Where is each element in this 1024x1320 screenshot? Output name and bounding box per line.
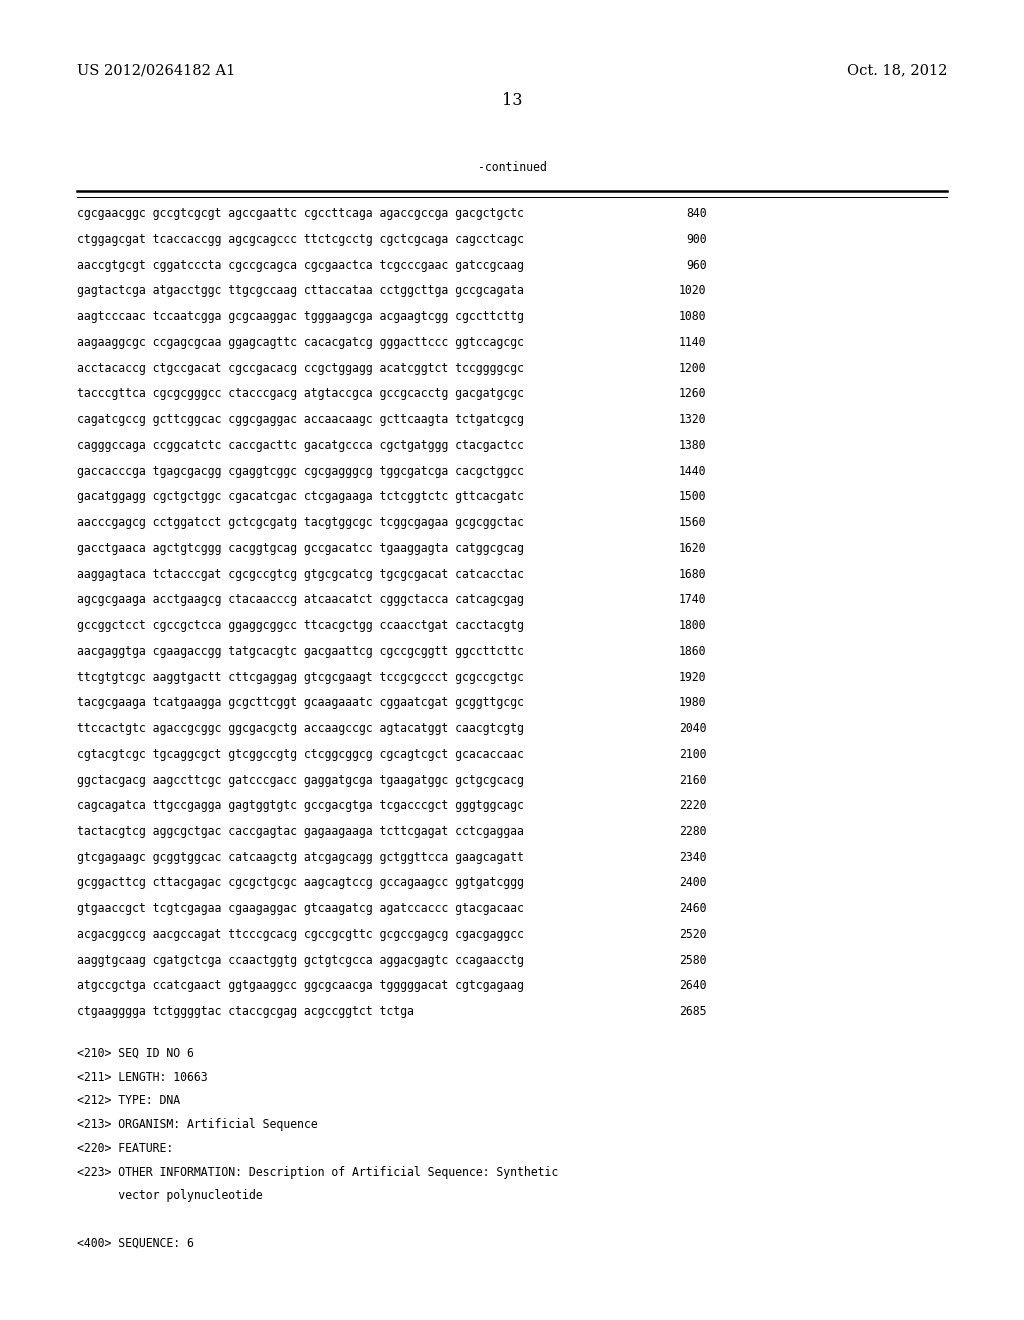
Text: 840: 840 xyxy=(686,207,707,220)
Text: gccggctcct cgccgctcca ggaggcggcc ttcacgctgg ccaacctgat cacctacgtg: gccggctcct cgccgctcca ggaggcggcc ttcacgc… xyxy=(77,619,523,632)
Text: aaggagtaca tctacccgat cgcgccgtcg gtgcgcatcg tgcgcgacat catcacctac: aaggagtaca tctacccgat cgcgccgtcg gtgcgca… xyxy=(77,568,523,581)
Text: ctggagcgat tcaccaccgg agcgcagccc ttctcgcctg cgctcgcaga cagcctcagc: ctggagcgat tcaccaccgg agcgcagccc ttctcgc… xyxy=(77,232,523,246)
Text: <211> LENGTH: 10663: <211> LENGTH: 10663 xyxy=(77,1071,208,1084)
Text: 2460: 2460 xyxy=(679,903,707,915)
Text: aaccgtgcgt cggatcccta cgccgcagca cgcgaactca tcgcccgaac gatccgcaag: aaccgtgcgt cggatcccta cgccgcagca cgcgaac… xyxy=(77,259,523,272)
Text: gcggacttcg cttacgagac cgcgctgcgc aagcagtccg gccagaagcc ggtgatcggg: gcggacttcg cttacgagac cgcgctgcgc aagcagt… xyxy=(77,876,523,890)
Text: 1020: 1020 xyxy=(679,285,707,297)
Text: 2685: 2685 xyxy=(679,1006,707,1018)
Text: 1680: 1680 xyxy=(679,568,707,581)
Text: 960: 960 xyxy=(686,259,707,272)
Text: -continued: -continued xyxy=(477,161,547,174)
Text: gacatggagg cgctgctggc cgacatcgac ctcgagaaga tctcggtctc gttcacgatc: gacatggagg cgctgctggc cgacatcgac ctcgaga… xyxy=(77,491,523,503)
Text: gaccacccga tgagcgacgg cgaggtcggc cgcgagggcg tggcgatcga cacgctggcc: gaccacccga tgagcgacgg cgaggtcggc cgcgagg… xyxy=(77,465,523,478)
Text: Oct. 18, 2012: Oct. 18, 2012 xyxy=(847,63,947,78)
Text: gagtactcga atgacctggc ttgcgccaag cttaccataa cctggcttga gccgcagata: gagtactcga atgacctggc ttgcgccaag cttacca… xyxy=(77,285,523,297)
Text: ttccactgtc agaccgcggc ggcgacgctg accaagccgc agtacatggt caacgtcgtg: ttccactgtc agaccgcggc ggcgacgctg accaagc… xyxy=(77,722,523,735)
Text: <213> ORGANISM: Artificial Sequence: <213> ORGANISM: Artificial Sequence xyxy=(77,1118,317,1131)
Text: 2100: 2100 xyxy=(679,747,707,760)
Text: 1200: 1200 xyxy=(679,362,707,375)
Text: 900: 900 xyxy=(686,232,707,246)
Text: cagcagatca ttgccgagga gagtggtgtc gccgacgtga tcgacccgct gggtggcagc: cagcagatca ttgccgagga gagtggtgtc gccgacg… xyxy=(77,800,523,812)
Text: aagaaggcgc ccgagcgcaa ggagcagttc cacacgatcg gggacttccc ggtccagcgc: aagaaggcgc ccgagcgcaa ggagcagttc cacacga… xyxy=(77,337,523,348)
Text: atgccgctga ccatcgaact ggtgaaggcc ggcgcaacga tgggggacat cgtcgagaag: atgccgctga ccatcgaact ggtgaaggcc ggcgcaa… xyxy=(77,979,523,993)
Text: 2160: 2160 xyxy=(679,774,707,787)
Text: 1980: 1980 xyxy=(679,697,707,709)
Text: cagatcgccg gcttcggcac cggcgaggac accaacaagc gcttcaagta tctgatcgcg: cagatcgccg gcttcggcac cggcgaggac accaaca… xyxy=(77,413,523,426)
Text: 2280: 2280 xyxy=(679,825,707,838)
Text: aagtcccaac tccaatcgga gcgcaaggac tgggaagcga acgaagtcgg cgccttcttg: aagtcccaac tccaatcgga gcgcaaggac tgggaag… xyxy=(77,310,523,323)
Text: 1080: 1080 xyxy=(679,310,707,323)
Text: 13: 13 xyxy=(502,92,522,110)
Text: <400> SEQUENCE: 6: <400> SEQUENCE: 6 xyxy=(77,1237,194,1250)
Text: vector polynucleotide: vector polynucleotide xyxy=(77,1189,262,1203)
Text: ctgaagggga tctggggtac ctaccgcgag acgccggtct tctga: ctgaagggga tctggggtac ctaccgcgag acgccgg… xyxy=(77,1006,414,1018)
Text: gtcgagaagc gcggtggcac catcaagctg atcgagcagg gctggttcca gaagcagatt: gtcgagaagc gcggtggcac catcaagctg atcgagc… xyxy=(77,851,523,863)
Text: 1500: 1500 xyxy=(679,491,707,503)
Text: 2580: 2580 xyxy=(679,953,707,966)
Text: aaggtgcaag cgatgctcga ccaactggtg gctgtcgcca aggacgagtc ccagaacctg: aaggtgcaag cgatgctcga ccaactggtg gctgtcg… xyxy=(77,953,523,966)
Text: acctacaccg ctgccgacat cgccgacacg ccgctggagg acatcggtct tccggggcgc: acctacaccg ctgccgacat cgccgacacg ccgctgg… xyxy=(77,362,523,375)
Text: tacgcgaaga tcatgaagga gcgcttcggt gcaagaaatc cggaatcgat gcggttgcgc: tacgcgaaga tcatgaagga gcgcttcggt gcaagaa… xyxy=(77,697,523,709)
Text: 1440: 1440 xyxy=(679,465,707,478)
Text: 2040: 2040 xyxy=(679,722,707,735)
Text: 1620: 1620 xyxy=(679,543,707,554)
Text: ggctacgacg aagccttcgc gatcccgacc gaggatgcga tgaagatggc gctgcgcacg: ggctacgacg aagccttcgc gatcccgacc gaggatg… xyxy=(77,774,523,787)
Text: cgtacgtcgc tgcaggcgct gtcggccgtg ctcggcggcg cgcagtcgct gcacaccaac: cgtacgtcgc tgcaggcgct gtcggccgtg ctcggcg… xyxy=(77,747,523,760)
Text: ttcgtgtcgc aaggtgactt cttcgaggag gtcgcgaagt tccgcgccct gcgccgctgc: ttcgtgtcgc aaggtgactt cttcgaggag gtcgcga… xyxy=(77,671,523,684)
Text: 1560: 1560 xyxy=(679,516,707,529)
Text: 2400: 2400 xyxy=(679,876,707,890)
Text: aacgaggtga cgaagaccgg tatgcacgtc gacgaattcg cgccgcggtt ggccttcttc: aacgaggtga cgaagaccgg tatgcacgtc gacgaat… xyxy=(77,645,523,657)
Text: <220> FEATURE:: <220> FEATURE: xyxy=(77,1142,173,1155)
Text: 1140: 1140 xyxy=(679,337,707,348)
Text: 1320: 1320 xyxy=(679,413,707,426)
Text: 2640: 2640 xyxy=(679,979,707,993)
Text: <210> SEQ ID NO 6: <210> SEQ ID NO 6 xyxy=(77,1047,194,1060)
Text: cagggccaga ccggcatctc caccgacttc gacatgccca cgctgatggg ctacgactcc: cagggccaga ccggcatctc caccgacttc gacatgc… xyxy=(77,438,523,451)
Text: cgcgaacggc gccgtcgcgt agccgaattc cgccttcaga agaccgccga gacgctgctc: cgcgaacggc gccgtcgcgt agccgaattc cgccttc… xyxy=(77,207,523,220)
Text: <223> OTHER INFORMATION: Description of Artificial Sequence: Synthetic: <223> OTHER INFORMATION: Description of … xyxy=(77,1166,558,1179)
Text: tacccgttca cgcgcgggcc ctacccgacg atgtaccgca gccgcacctg gacgatgcgc: tacccgttca cgcgcgggcc ctacccgacg atgtacc… xyxy=(77,388,523,400)
Text: aacccgagcg cctggatcct gctcgcgatg tacgtggcgc tcggcgagaa gcgcggctac: aacccgagcg cctggatcct gctcgcgatg tacgtgg… xyxy=(77,516,523,529)
Text: agcgcgaaga acctgaagcg ctacaacccg atcaacatct cgggctacca catcagcgag: agcgcgaaga acctgaagcg ctacaacccg atcaaca… xyxy=(77,594,523,606)
Text: 2340: 2340 xyxy=(679,851,707,863)
Text: <212> TYPE: DNA: <212> TYPE: DNA xyxy=(77,1094,180,1107)
Text: 2220: 2220 xyxy=(679,800,707,812)
Text: 2520: 2520 xyxy=(679,928,707,941)
Text: tactacgtcg aggcgctgac caccgagtac gagaagaaga tcttcgagat cctcgaggaa: tactacgtcg aggcgctgac caccgagtac gagaaga… xyxy=(77,825,523,838)
Text: gacctgaaca agctgtcggg cacggtgcag gccgacatcc tgaaggagta catggcgcag: gacctgaaca agctgtcggg cacggtgcag gccgaca… xyxy=(77,543,523,554)
Text: 1800: 1800 xyxy=(679,619,707,632)
Text: 1740: 1740 xyxy=(679,594,707,606)
Text: 1380: 1380 xyxy=(679,438,707,451)
Text: 1260: 1260 xyxy=(679,388,707,400)
Text: US 2012/0264182 A1: US 2012/0264182 A1 xyxy=(77,63,236,78)
Text: 1920: 1920 xyxy=(679,671,707,684)
Text: gtgaaccgct tcgtcgagaa cgaagaggac gtcaagatcg agatccaccc gtacgacaac: gtgaaccgct tcgtcgagaa cgaagaggac gtcaaga… xyxy=(77,903,523,915)
Text: 1860: 1860 xyxy=(679,645,707,657)
Text: acgacggccg aacgccagat ttcccgcacg cgccgcgttc gcgccgagcg cgacgaggcc: acgacggccg aacgccagat ttcccgcacg cgccgcg… xyxy=(77,928,523,941)
